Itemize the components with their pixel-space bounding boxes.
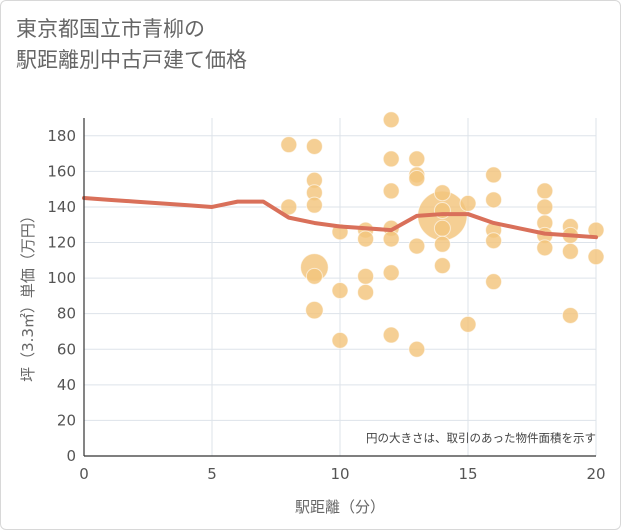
data-bubble [408,237,426,255]
y-tick-label: 60 [57,340,76,358]
y-tick-label: 160 [47,162,76,180]
data-bubble [382,264,400,282]
data-bubble [331,282,349,300]
y-tick-label: 180 [47,127,76,145]
y-axis-label: 坪（3.3㎡）単価（万円） [19,208,37,382]
data-bubble [305,137,323,155]
tick-labels: 0 20 40 60 80 100 120 140 160 180 0 5 10 15 20 [47,127,605,483]
y-tick-label: 80 [57,305,76,323]
chart-title-line-2: 駅距離別中古戸建て価格 [16,48,247,72]
chart-title: 東京都国立市青柳の 駅距離別中古戸建て価格 [16,14,376,76]
data-bubble [485,232,503,250]
data-bubble [305,300,324,320]
data-bubble [408,340,426,358]
chart-title-line-1: 東京都国立市青柳の [16,17,205,41]
size-annotation: 円の大きさは、取引のあった物件面積を示す [366,431,596,445]
bubbles [280,111,605,358]
axes [83,118,596,457]
data-bubble [536,198,554,216]
y-tick-label: 40 [57,376,76,394]
grid-lines [84,118,597,456]
data-bubble [305,267,323,285]
data-bubble [408,169,426,187]
average-price-line [82,196,598,240]
x-tick-label: 20 [586,465,605,483]
data-bubble [357,267,375,285]
average-line-group [82,196,598,240]
data-bubble [561,306,579,324]
x-axis-label: 駅距離（分） [295,498,385,516]
data-bubble [382,111,400,129]
data-bubble [305,196,323,214]
data-bubble [459,315,477,333]
data-bubble [485,166,503,184]
data-bubble [536,182,554,200]
data-bubble [459,194,477,212]
data-bubble [280,198,298,216]
data-bubble [382,230,400,248]
data-bubble [357,230,375,248]
data-bubble [357,283,375,301]
data-bubble [433,219,451,237]
data-bubble [382,326,400,344]
data-bubble [433,257,451,275]
x-tick-label: 10 [330,465,349,483]
data-bubble [485,273,503,291]
data-bubble [382,150,400,168]
x-tick-label: 0 [79,465,89,483]
data-bubble [433,235,451,253]
y-tick-label: 20 [57,411,76,429]
data-bubble [280,136,298,154]
data-bubble [561,242,579,260]
y-tick-label: 140 [47,198,76,216]
data-bubble [331,331,349,349]
y-tick-label: 120 [47,234,76,252]
data-bubble [382,182,400,200]
data-bubble [536,239,554,257]
y-tick-label: 0 [66,447,76,465]
x-tick-label: 15 [458,465,477,483]
x-tick-label: 5 [207,465,217,483]
data-bubble [433,184,451,202]
y-tick-label: 100 [47,269,76,287]
data-bubble [587,248,605,266]
data-bubble [408,150,426,168]
data-bubble [485,191,503,209]
